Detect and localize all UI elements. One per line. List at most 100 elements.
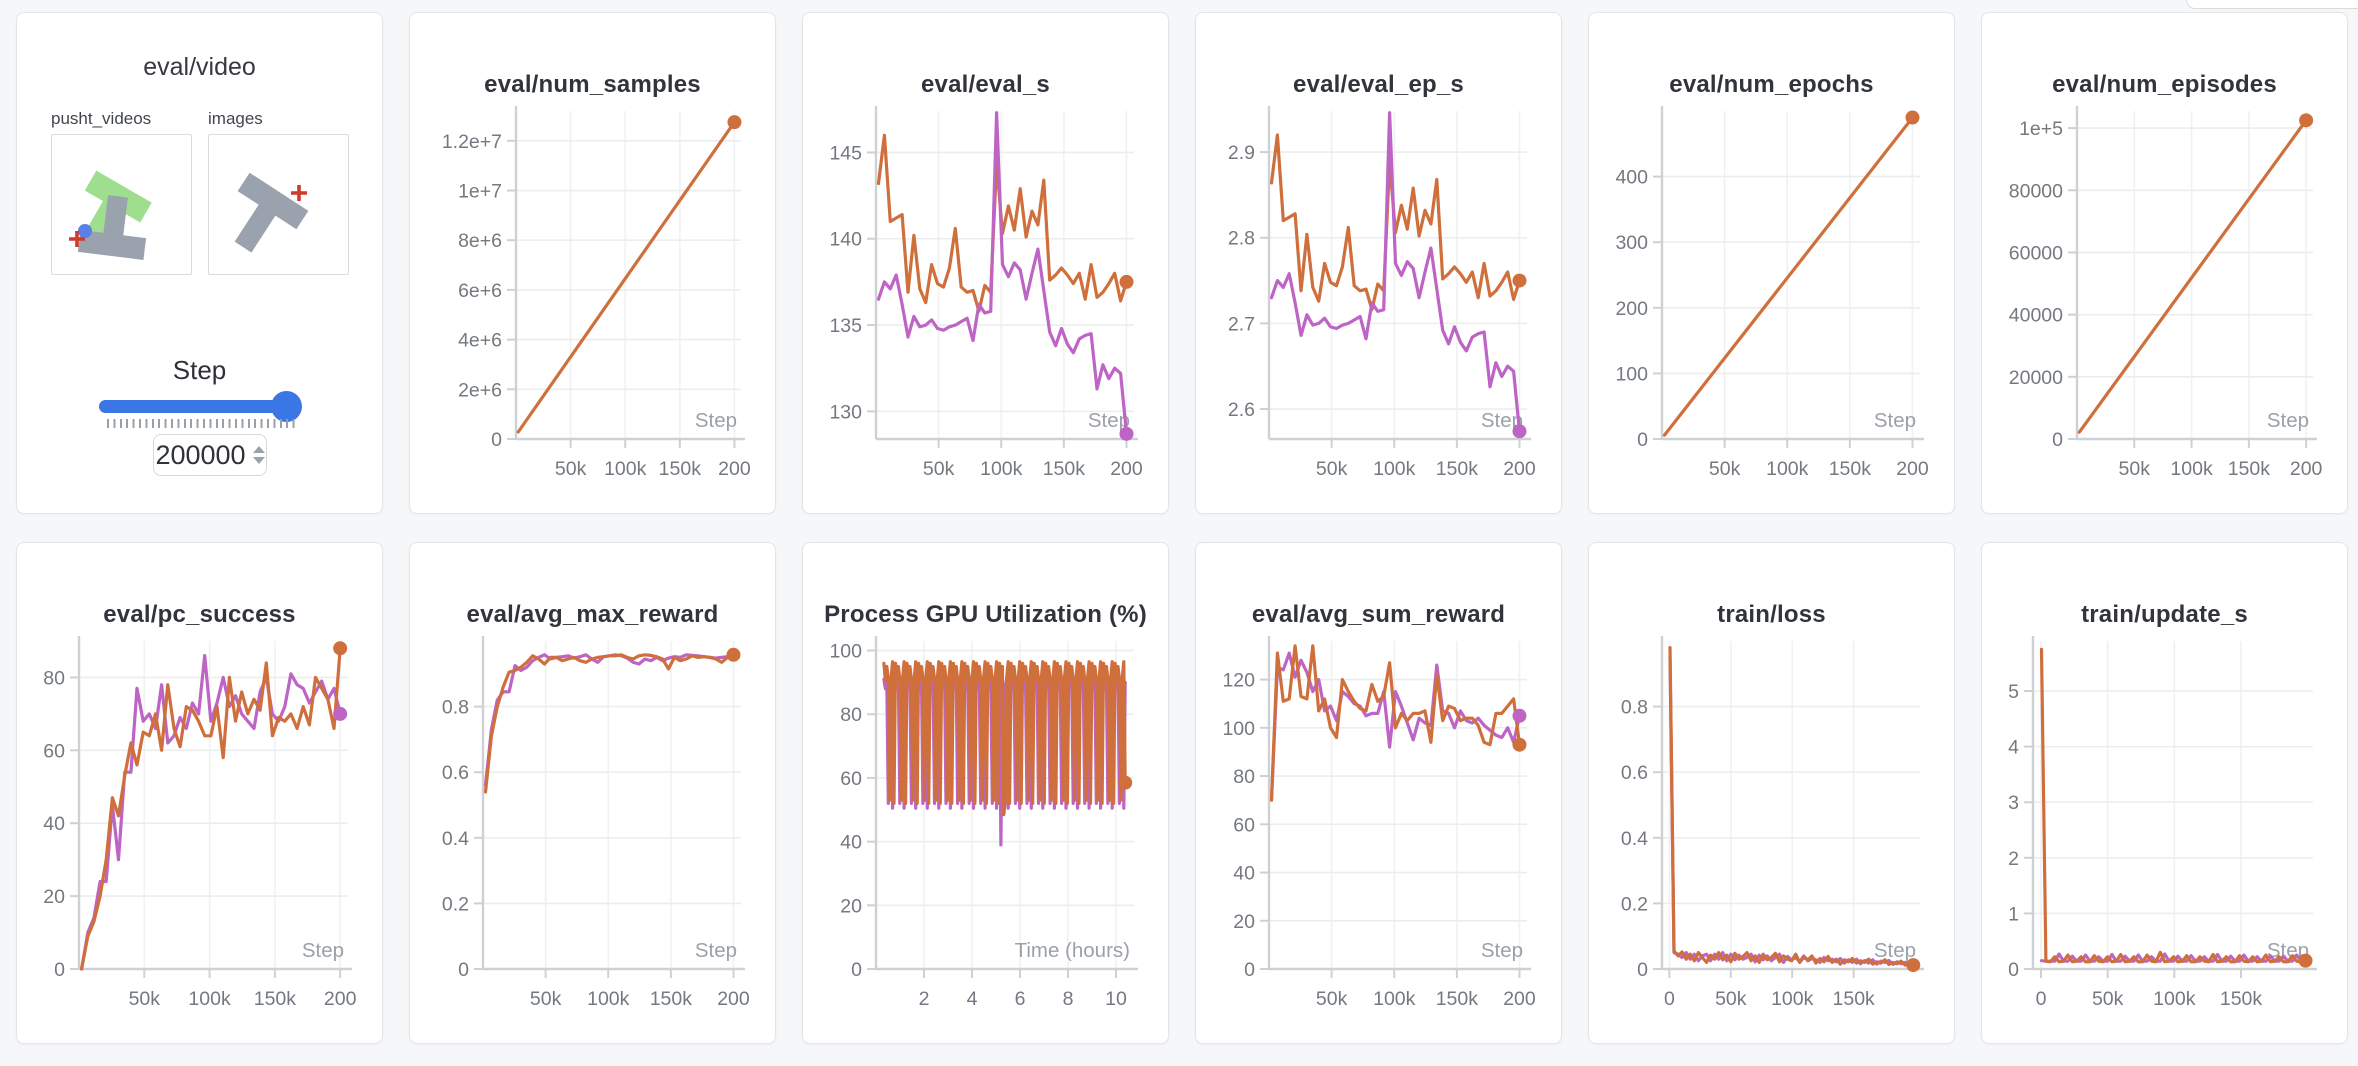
chart-plot-num-samples[interactable]: 0 2e+6 4e+6 6e+6 8e+6 1e+7 1.2e+7 50k 100k 150k 20…	[410, 101, 776, 511]
svg-text:100: 100	[829, 641, 862, 663]
svg-text:0.4: 0.4	[442, 828, 469, 850]
svg-text:50k: 50k	[1715, 988, 1747, 1010]
svg-text:0: 0	[851, 959, 862, 981]
gray-t-shape	[234, 172, 309, 253]
svg-text:100k: 100k	[587, 988, 630, 1010]
chart-plot-gpu-utilization[interactable]: 0 20 40 60 80 100 2 4 6 8 10 Time (hours)	[803, 631, 1169, 1041]
svg-text:Step: Step	[302, 939, 344, 962]
svg-text:1: 1	[2008, 903, 2019, 925]
svg-text:150k: 150k	[1043, 458, 1086, 480]
step-value-input[interactable]: 200000	[153, 434, 267, 476]
chart-panel-num-samples: eval/num_samples 0 2e+6 4e+6 6e+6 8e+6 1e+7 1.…	[409, 12, 776, 514]
svg-text:100: 100	[1615, 363, 1648, 385]
svg-text:50k: 50k	[1316, 988, 1348, 1010]
svg-text:40000: 40000	[2009, 305, 2063, 327]
svg-text:8e+6: 8e+6	[458, 230, 502, 252]
chart-panel-avg-sum-reward: eval/avg_sum_reward 0 20 40 60 80 100 120 50k 10…	[1195, 542, 1562, 1044]
chart-plot-pc-success[interactable]: 0 20 40 60 80 50k 100k 150k 200 Step	[17, 631, 383, 1041]
chart-plot-eval-s[interactable]: 130 135 140 145 50k 100k 150k 200 Step	[803, 101, 1169, 511]
increment-icon[interactable]	[252, 446, 265, 453]
svg-text:0.2: 0.2	[1621, 893, 1648, 915]
media-panel-eval-video: eval/video pusht_videos images	[16, 12, 383, 514]
svg-text:50k: 50k	[129, 988, 161, 1010]
svg-text:4: 4	[2008, 737, 2019, 759]
svg-text:150k: 150k	[2220, 988, 2263, 1010]
svg-text:60: 60	[840, 768, 862, 790]
chart-panel-num-epochs: eval/num_epochs 0 100 200 300 400 50k 100k 150k…	[1588, 12, 1955, 514]
svg-text:5: 5	[2008, 681, 2019, 703]
step-stepper[interactable]	[252, 446, 265, 464]
svg-text:0.8: 0.8	[1621, 697, 1648, 719]
step-slider-label: Step	[172, 355, 227, 385]
chart-title: eval/num_episodes	[2052, 71, 2277, 98]
chart-title: eval/avg_max_reward	[466, 601, 719, 628]
svg-text:Step: Step	[1088, 409, 1130, 432]
svg-text:200: 200	[1896, 458, 1929, 480]
video-thumbnail-pusht[interactable]	[51, 134, 192, 275]
svg-text:50k: 50k	[2092, 988, 2124, 1010]
step-slider-track[interactable]	[99, 391, 302, 422]
chart-title: eval/num_epochs	[1669, 71, 1874, 98]
svg-text:120: 120	[1222, 670, 1255, 692]
panel-grid: eval/video pusht_videos images	[16, 12, 2348, 1044]
svg-text:20: 20	[1233, 911, 1255, 933]
media-label-images: images	[208, 109, 263, 128]
svg-text:0.6: 0.6	[442, 762, 469, 784]
svg-text:200: 200	[717, 988, 750, 1010]
svg-text:0: 0	[2052, 429, 2063, 451]
svg-text:8: 8	[1063, 988, 1074, 1010]
gray-t-shape	[77, 195, 147, 260]
chart-plot-eval-ep-s[interactable]: 2.6 2.7 2.8 2.9 50k 100k 150k 200 Step	[1196, 101, 1562, 511]
svg-text:60000: 60000	[2009, 242, 2063, 264]
video-thumbnail-images[interactable]	[208, 134, 349, 275]
svg-text:0: 0	[54, 959, 65, 981]
svg-text:145: 145	[829, 142, 862, 164]
svg-text:200: 200	[1110, 458, 1143, 480]
svg-text:20000: 20000	[2009, 367, 2063, 389]
chart-plot-num-epochs[interactable]: 0 100 200 300 400 50k 100k 150k 200 Step	[1589, 101, 1955, 511]
svg-text:2e+6: 2e+6	[458, 379, 502, 401]
svg-text:0: 0	[2008, 959, 2019, 981]
chart-panel-pc-success: eval/pc_success 0 20 40 60 80 50k 100k 150k 200 S…	[16, 542, 383, 1044]
chart-title: Process GPU Utilization (%)	[824, 601, 1147, 628]
agent-dot	[78, 224, 92, 238]
svg-text:400: 400	[1615, 167, 1648, 189]
step-slider-thumb[interactable]	[271, 391, 302, 422]
chart-title: eval/eval_ep_s	[1293, 71, 1464, 98]
pusht-scene-image	[69, 170, 152, 260]
svg-text:150k: 150k	[1829, 458, 1872, 480]
chart-panel-eval-s: eval/eval_s 130 135 140 145 50k 100k 150k 200 St…	[802, 12, 1169, 514]
svg-text:20: 20	[43, 886, 65, 908]
svg-text:300: 300	[1615, 232, 1648, 254]
svg-text:150k: 150k	[659, 458, 702, 480]
svg-text:Step: Step	[1481, 939, 1523, 962]
svg-text:2.9: 2.9	[1228, 142, 1255, 164]
svg-text:1.2e+7: 1.2e+7	[442, 131, 502, 153]
svg-text:60: 60	[43, 740, 65, 762]
chart-plot-num-episodes[interactable]: 0 20000 40000 60000 80000 1e+5 50k 100k 150k 200 S…	[1982, 101, 2348, 511]
svg-text:50k: 50k	[530, 988, 562, 1010]
svg-text:60: 60	[1233, 814, 1255, 836]
chart-title: train/loss	[1717, 601, 1826, 628]
svg-text:0.6: 0.6	[1621, 762, 1648, 784]
svg-text:0: 0	[2036, 988, 2047, 1010]
svg-text:1e+5: 1e+5	[2019, 118, 2063, 140]
svg-text:200: 200	[324, 988, 357, 1010]
svg-text:50k: 50k	[1709, 458, 1741, 480]
svg-text:150k: 150k	[1436, 458, 1479, 480]
svg-text:0: 0	[1664, 988, 1675, 1010]
svg-text:50k: 50k	[2119, 458, 2151, 480]
chart-plot-train-loss[interactable]: 0 0.2 0.4 0.6 0.8 0 50k 100k 150k Step	[1589, 631, 1955, 1041]
svg-text:100k: 100k	[1373, 988, 1416, 1010]
svg-text:0: 0	[1637, 429, 1648, 451]
svg-text:100k: 100k	[604, 458, 647, 480]
svg-text:200: 200	[2290, 458, 2323, 480]
chart-panel-train-update-s: train/update_s 0 1 2 3 4 5 0 50k 100k 150k Step	[1981, 542, 2348, 1044]
chart-plot-avg-max-reward[interactable]: 0 0.2 0.4 0.6 0.8 50k 100k 150k 200 Step	[410, 631, 776, 1041]
chart-plot-avg-sum-reward[interactable]: 0 20 40 60 80 100 120 50k 100k 150k 200 Step	[1196, 631, 1562, 1041]
chart-panel-avg-max-reward: eval/avg_max_reward 0 0.2 0.4 0.6 0.8 50k 100k…	[409, 542, 776, 1044]
svg-text:80: 80	[840, 704, 862, 726]
svg-text:2.8: 2.8	[1228, 228, 1255, 250]
decrement-icon[interactable]	[252, 457, 265, 464]
